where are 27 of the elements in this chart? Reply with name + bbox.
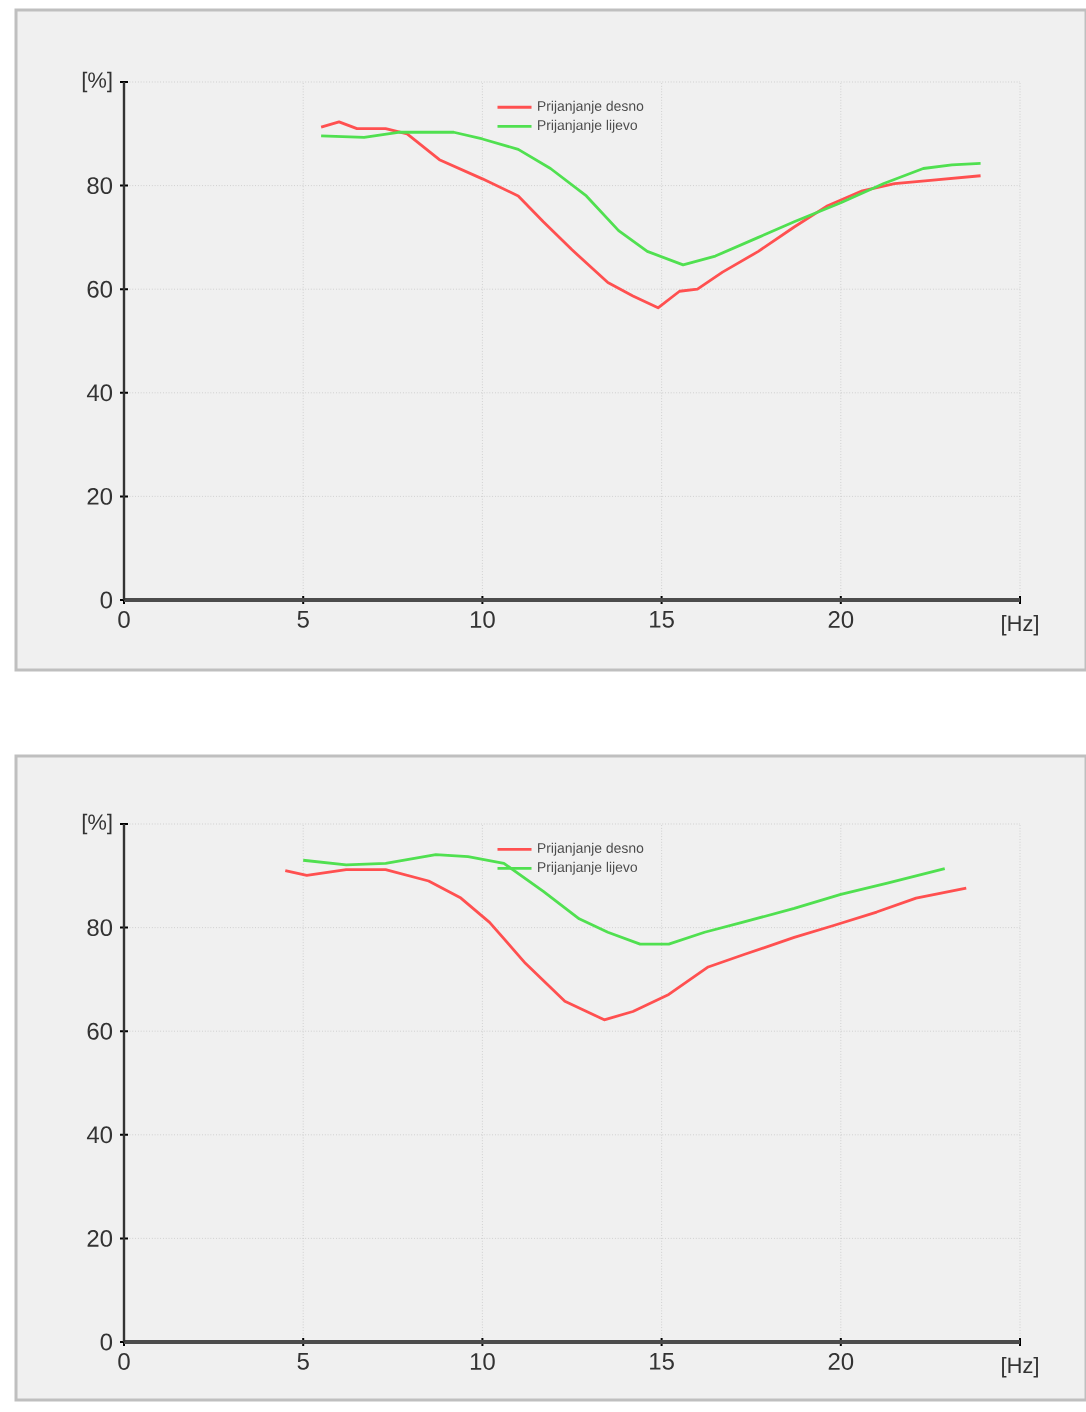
y-tick-label: 60 — [87, 280, 113, 298]
y-tick-label: 40 — [86, 1126, 113, 1144]
y-tick-label: 60 — [87, 1022, 113, 1040]
y-tick-label: 0 — [100, 591, 113, 609]
y-tick-label: 20 — [87, 487, 113, 505]
y-axis-title: [%] — [82, 71, 112, 93]
line-series — [319, 120, 982, 310]
x-axis-title: [Hz] — [1002, 615, 1038, 636]
y-tick-label: 20 — [87, 1229, 113, 1247]
x-tick-label: 15 — [650, 611, 674, 628]
y-tick-label: 80 — [87, 919, 113, 937]
y-tick-label: 40 — [86, 384, 113, 402]
x-tick-label: 10 — [470, 611, 495, 628]
x-tick-label: 15 — [650, 1353, 674, 1370]
y-axis-title: [%] — [82, 813, 112, 835]
line-series — [319, 130, 982, 267]
x-axis-title: [Hz] — [1002, 1357, 1038, 1378]
x-tick-label: 5 — [297, 1353, 309, 1370]
line-series — [301, 853, 947, 946]
x-tick-label: 20 — [828, 1353, 854, 1370]
x-tick-label: 0 — [118, 1353, 130, 1370]
y-tick-label: 80 — [87, 177, 113, 195]
x-tick-label: 20 — [828, 611, 854, 628]
x-tick-label: 0 — [118, 611, 130, 628]
x-tick-label: 5 — [297, 611, 309, 628]
x-tick-label: 10 — [470, 1353, 495, 1370]
y-tick-label: 0 — [100, 1333, 113, 1351]
